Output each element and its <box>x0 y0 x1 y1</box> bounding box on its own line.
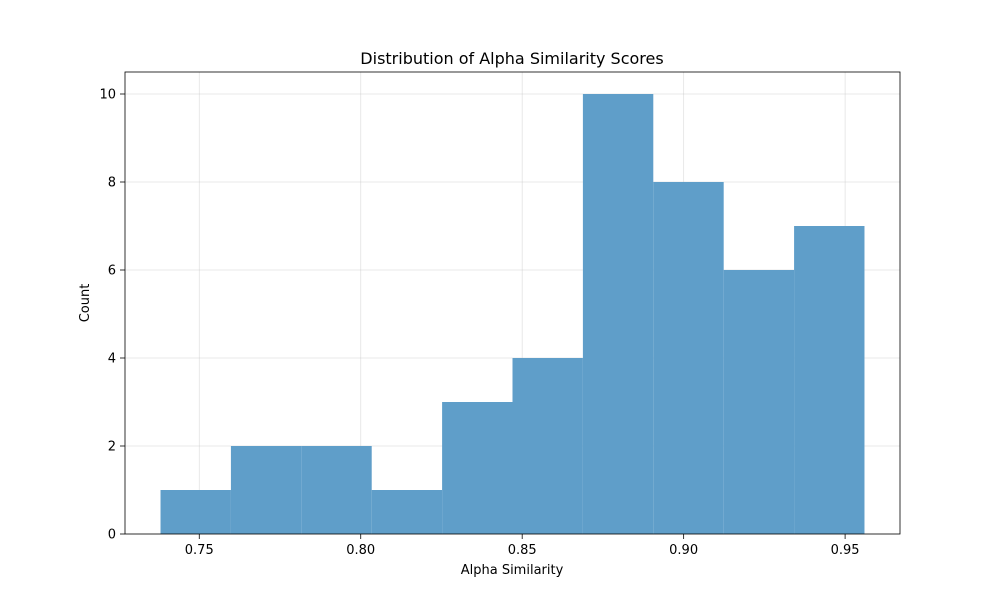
histogram-bar <box>230 446 302 534</box>
x-axis-label: Alpha Similarity <box>461 563 564 578</box>
x-tick-label: 0.75 <box>185 543 214 558</box>
y-axis-label: Count <box>78 284 93 323</box>
y-tick-label: 6 <box>108 264 116 279</box>
histogram-bar <box>582 94 654 534</box>
bars-layer <box>160 94 865 534</box>
y-tick-label: 4 <box>108 352 116 367</box>
x-tick-label: 0.85 <box>508 543 537 558</box>
y-tick-label: 2 <box>108 440 116 455</box>
x-tick-label: 0.90 <box>669 543 698 558</box>
histogram-bar <box>794 226 865 534</box>
histogram-bar <box>371 490 443 534</box>
x-tick-label: 0.95 <box>831 543 860 558</box>
x-tick-label: 0.80 <box>346 543 375 558</box>
histogram-bar <box>301 446 372 534</box>
y-tick-label: 8 <box>108 176 116 191</box>
plot-frame <box>124 71 901 535</box>
histogram-bar <box>512 358 583 534</box>
histogram-bar <box>653 182 724 534</box>
chart-title: Distribution of Alpha Similarity Scores <box>360 49 663 68</box>
histogram-bar <box>160 490 231 534</box>
histogram-bar <box>723 270 795 534</box>
y-tick-label: 10 <box>99 88 116 103</box>
histogram-bar <box>442 402 513 534</box>
ticks-layer: 0.75 0.80 0.85 0.90 0.95 0 2 4 6 8 10 <box>99 88 859 559</box>
y-tick-label: 0 <box>108 528 116 543</box>
